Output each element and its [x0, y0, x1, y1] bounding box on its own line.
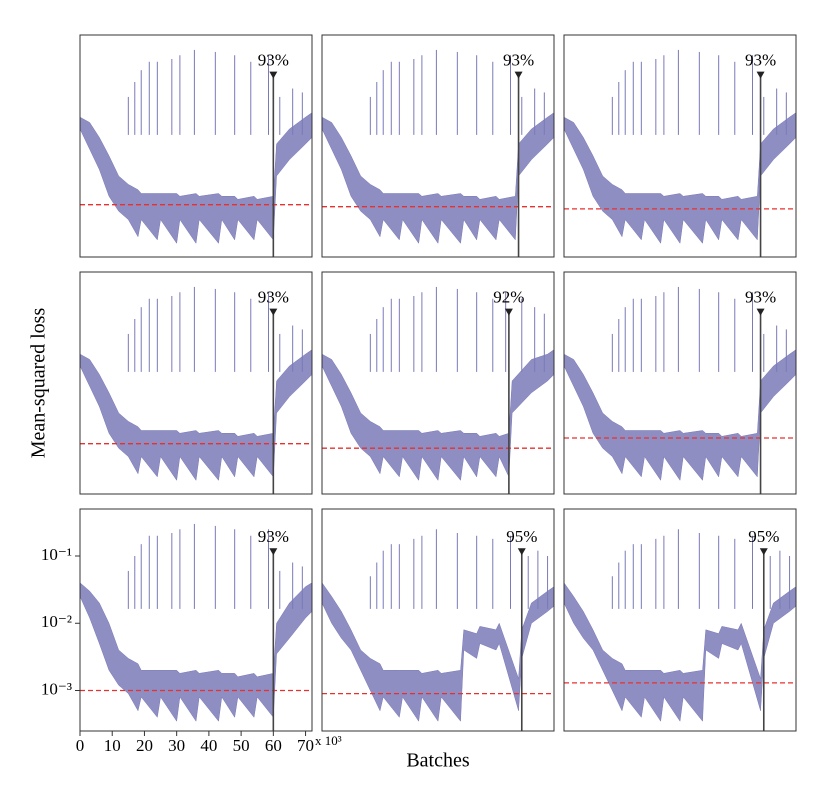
y-tick-label: 10⁻¹	[41, 545, 72, 564]
marker-label: 93%	[503, 51, 534, 70]
loss-band	[79, 112, 313, 244]
x-tick-label: 30	[168, 736, 185, 755]
y-axis-label: Mean-squared loss	[28, 308, 50, 459]
marker-head	[759, 548, 768, 556]
axes-frame	[563, 508, 797, 732]
marker-head	[269, 71, 278, 79]
x-tick-label: 40	[200, 736, 217, 755]
loss-band	[79, 349, 313, 481]
y-tick-label: 10⁻²	[41, 612, 72, 631]
marker-head	[269, 548, 278, 556]
axes-frame	[79, 34, 313, 258]
marker-head	[269, 308, 278, 316]
loss-band	[321, 349, 555, 481]
loss-band	[563, 581, 797, 722]
x-tick-label: 0	[76, 736, 85, 755]
marker-head	[514, 71, 523, 79]
marker-head	[504, 308, 513, 316]
marker-head	[517, 548, 526, 556]
axes-frame	[563, 34, 797, 258]
marker-label: 93%	[258, 51, 289, 70]
marker-label: 93%	[258, 527, 289, 546]
y-tick-label: 10⁻³	[41, 679, 72, 698]
axes-frame	[563, 271, 797, 495]
axes-frame	[321, 271, 555, 495]
x-tick-label: 20	[136, 736, 153, 755]
loss-band	[321, 581, 555, 722]
x-tick-label: 70	[297, 736, 314, 755]
axes-frame	[79, 271, 313, 495]
axes-frame	[79, 508, 313, 732]
axes-frame	[321, 34, 555, 258]
marker-head	[756, 308, 765, 316]
x-multiplier: x 10³	[315, 733, 342, 748]
loss-band	[79, 582, 313, 722]
x-axis-label: Batches	[406, 750, 470, 772]
x-tick-label: 60	[265, 736, 282, 755]
marker-label: 93%	[258, 288, 289, 307]
marker-label: 93%	[745, 51, 776, 70]
marker-label: 95%	[748, 527, 779, 546]
marker-label: 93%	[745, 288, 776, 307]
x-tick-label: 50	[233, 736, 250, 755]
marker-label: 95%	[506, 527, 537, 546]
axes-frame	[321, 508, 555, 732]
marker-label: 92%	[493, 288, 524, 307]
x-tick-label: 10	[104, 736, 121, 755]
marker-head	[756, 71, 765, 79]
